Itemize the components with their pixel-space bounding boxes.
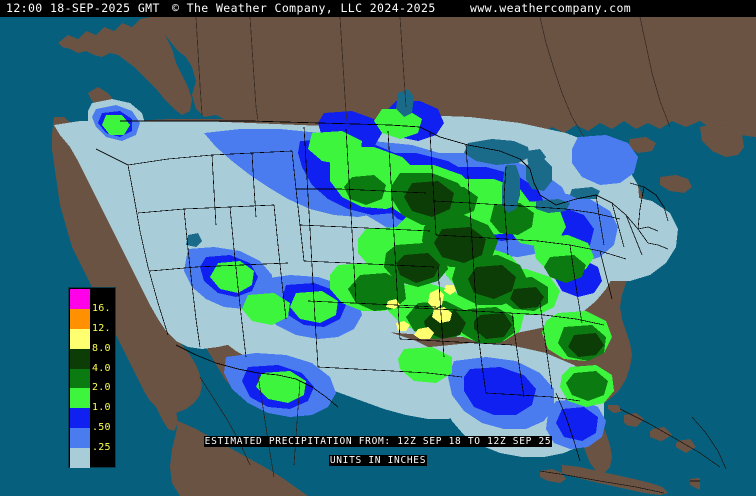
border-layer xyxy=(95,17,735,494)
caribbean-lines xyxy=(619,408,727,470)
precip-band-1200 xyxy=(386,285,456,339)
legend-swatch-10 xyxy=(70,408,90,429)
cuba-west xyxy=(540,469,566,483)
great-lakes xyxy=(186,89,600,247)
gaspe-peninsula xyxy=(628,137,656,153)
legend-swatch-80 xyxy=(70,348,90,369)
header-bar: 12:00 18-SEP-2025 GMT © The Weather Comp… xyxy=(0,0,756,17)
west-coast-land xyxy=(52,117,202,413)
legend-swatch-12 xyxy=(70,328,90,349)
legend-label-50: .50 xyxy=(92,422,111,434)
copyright-label: © The Weather Company, LLC 2024-2025 xyxy=(172,1,436,15)
lake-superior xyxy=(464,139,530,165)
canada-landmass xyxy=(150,17,756,141)
legend-color-swatches xyxy=(70,289,90,468)
great-salt-lake xyxy=(186,233,202,247)
legend-swatch-50 xyxy=(70,428,90,448)
website-url-label: www.weathercompany.com xyxy=(470,1,632,15)
lake-erie xyxy=(536,199,570,213)
province-borders xyxy=(195,17,671,138)
lake-huron xyxy=(526,159,552,191)
legend-swatch-20 xyxy=(70,388,90,409)
cuba-landmass xyxy=(562,465,668,495)
pacific-coast-strip xyxy=(58,17,192,115)
mexico-borders xyxy=(199,374,301,478)
state-borders xyxy=(95,126,669,462)
legend-swatch-25 xyxy=(70,448,90,468)
precipitation-legend: 16. 12. 8.0 4.0 2.0 1.0 .50 .25 xyxy=(68,287,116,468)
newfoundland xyxy=(700,123,744,157)
legend-label-80: 8.0 xyxy=(92,342,111,354)
legend-label-25: .25 xyxy=(92,442,111,454)
legend-label-10: 1.0 xyxy=(92,402,111,414)
bahamas-redraw xyxy=(624,413,696,453)
legend-label-16: 16. xyxy=(92,302,111,314)
legend-swatch-40 xyxy=(70,368,90,389)
timestamp-label: 12:00 18-SEP-2025 GMT xyxy=(6,1,160,15)
legend-value-labels: 16. 12. 8.0 4.0 2.0 1.0 .50 .25 xyxy=(92,288,117,469)
lake-michigan xyxy=(502,165,520,213)
nova-scotia xyxy=(660,175,692,193)
lake-winnipeg xyxy=(396,89,414,117)
precipitation-map[interactable] xyxy=(0,17,756,496)
great-lakes-border xyxy=(419,126,649,244)
usa-canada-border xyxy=(120,120,421,128)
right-edge-ocean xyxy=(700,257,756,496)
legend-swatch-top xyxy=(70,289,90,309)
legend-label-20: 2.0 xyxy=(92,382,111,394)
legend-label-12: 12. xyxy=(92,322,111,334)
legend-label-40: 4.0 xyxy=(92,362,111,374)
baja-california xyxy=(134,349,178,431)
legend-swatch-16 xyxy=(70,308,90,329)
usa-mexico-border xyxy=(175,344,339,408)
georgian-bay xyxy=(526,149,546,165)
